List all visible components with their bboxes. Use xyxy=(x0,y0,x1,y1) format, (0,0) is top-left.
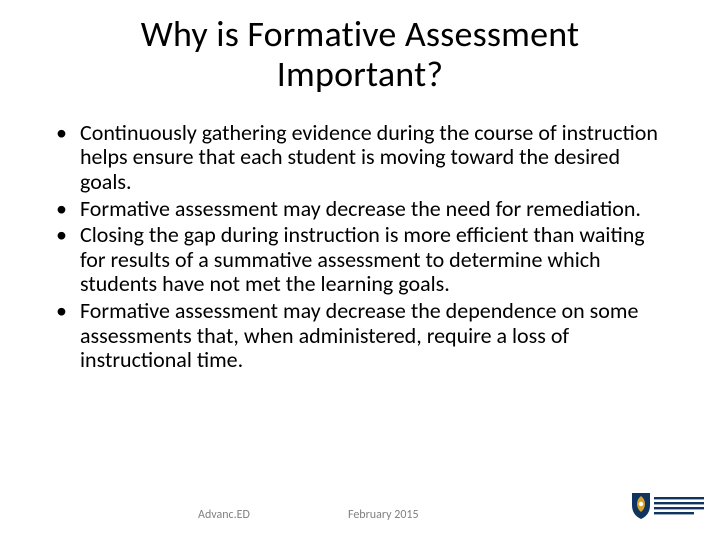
footer-center-text: February 2015 xyxy=(348,508,419,522)
bullet-item: Formative assessment may decrease the de… xyxy=(76,299,670,373)
slide: Why is Formative Assessment Important? C… xyxy=(0,0,720,540)
slide-footer: Advanc.ED February 2015 xyxy=(0,498,720,526)
slide-title: Why is Formative Assessment Important? xyxy=(50,14,670,95)
bullet-item: Continuously gathering evidence during t… xyxy=(76,121,670,195)
bullet-list: Continuously gathering evidence during t… xyxy=(50,121,670,373)
footer-left-text: Advanc.ED xyxy=(198,508,250,522)
bullet-item: Closing the gap during instruction is mo… xyxy=(76,223,670,297)
bullet-item: Formative assessment may decrease the ne… xyxy=(76,197,670,222)
vdoe-logo-icon xyxy=(628,491,706,526)
